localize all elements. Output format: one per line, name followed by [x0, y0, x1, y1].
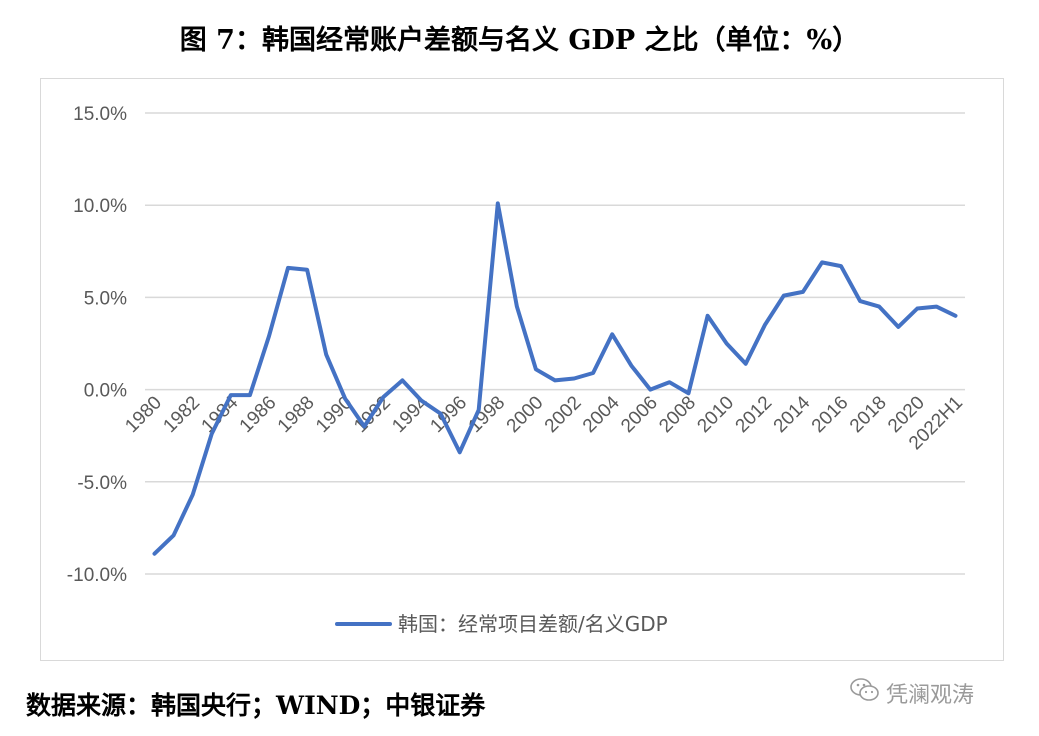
x-tick-label: 1980 [121, 392, 166, 437]
y-tick-label: 5.0% [84, 288, 127, 309]
wechat-icon [850, 677, 880, 709]
x-tick-label: 1988 [274, 392, 319, 437]
y-tick-label: 15.0% [73, 104, 127, 125]
y-tick-label: 10.0% [73, 196, 127, 217]
x-tick-label: 2000 [503, 392, 548, 437]
y-tick-label: -5.0% [77, 473, 127, 494]
x-tick-label: 2012 [732, 392, 777, 437]
chart-frame [40, 78, 1004, 661]
x-tick-label: 2004 [579, 392, 624, 437]
x-tick-label: 2002 [541, 392, 586, 437]
x-tick-label: 2014 [770, 392, 815, 437]
x-tick-label: 2006 [617, 392, 662, 437]
x-tick-label: 1994 [388, 392, 433, 437]
series-line [152, 201, 958, 556]
x-tick-label: 2010 [693, 392, 738, 437]
x-tick-label: 1990 [312, 392, 357, 437]
y-tick-label: -10.0% [67, 565, 127, 586]
legend-label: 韩国：经常项目差额/名义GDP [398, 612, 668, 636]
y-tick-label: 0.0% [84, 381, 127, 402]
x-tick-label: 1986 [236, 392, 281, 437]
source-note: 数据来源：韩国央行；WIND；中银证券 [26, 691, 486, 720]
x-tick-label: 2008 [655, 392, 700, 437]
x-tick-label: 2018 [846, 392, 891, 437]
chart-title: 图 7：韩国经常账户差额与名义 GDP 之比（单位：%） [179, 25, 860, 56]
watermark: 凭澜观涛 [850, 677, 974, 709]
watermark-text: 凭澜观涛 [886, 683, 975, 708]
x-tick-label: 2016 [808, 392, 853, 437]
x-tick-label: 1982 [159, 392, 204, 437]
